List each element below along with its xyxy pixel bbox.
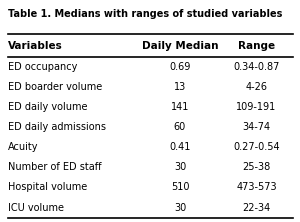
Text: 25-38: 25-38 — [242, 162, 271, 172]
Text: Table 1. Medians with ranges of studied variables: Table 1. Medians with ranges of studied … — [8, 9, 282, 19]
Text: ICU volume: ICU volume — [8, 202, 64, 212]
Text: 510: 510 — [171, 182, 189, 192]
Text: Acuity: Acuity — [8, 142, 38, 152]
Text: ED daily volume: ED daily volume — [8, 102, 87, 112]
Text: 22-34: 22-34 — [242, 202, 271, 212]
Text: 109-191: 109-191 — [236, 102, 277, 112]
Text: 13: 13 — [174, 82, 186, 92]
Text: 30: 30 — [174, 202, 186, 212]
Text: ED boarder volume: ED boarder volume — [8, 82, 102, 92]
Text: 4-26: 4-26 — [245, 82, 268, 92]
Text: 30: 30 — [174, 162, 186, 172]
Text: 473-573: 473-573 — [236, 182, 277, 192]
Text: ED occupancy: ED occupancy — [8, 62, 77, 72]
Text: Variables: Variables — [8, 40, 62, 51]
Text: Range: Range — [238, 40, 275, 51]
Text: 0.34-0.87: 0.34-0.87 — [233, 62, 280, 72]
Text: 0.41: 0.41 — [169, 142, 191, 152]
Text: Hospital volume: Hospital volume — [8, 182, 87, 192]
Text: Daily Median: Daily Median — [142, 40, 218, 51]
Text: 60: 60 — [174, 122, 186, 132]
Text: 0.69: 0.69 — [169, 62, 191, 72]
Text: ED daily admissions: ED daily admissions — [8, 122, 106, 132]
Text: 34-74: 34-74 — [242, 122, 271, 132]
Text: Number of ED staff: Number of ED staff — [8, 162, 101, 172]
Text: 0.27-0.54: 0.27-0.54 — [233, 142, 280, 152]
Text: 141: 141 — [171, 102, 189, 112]
